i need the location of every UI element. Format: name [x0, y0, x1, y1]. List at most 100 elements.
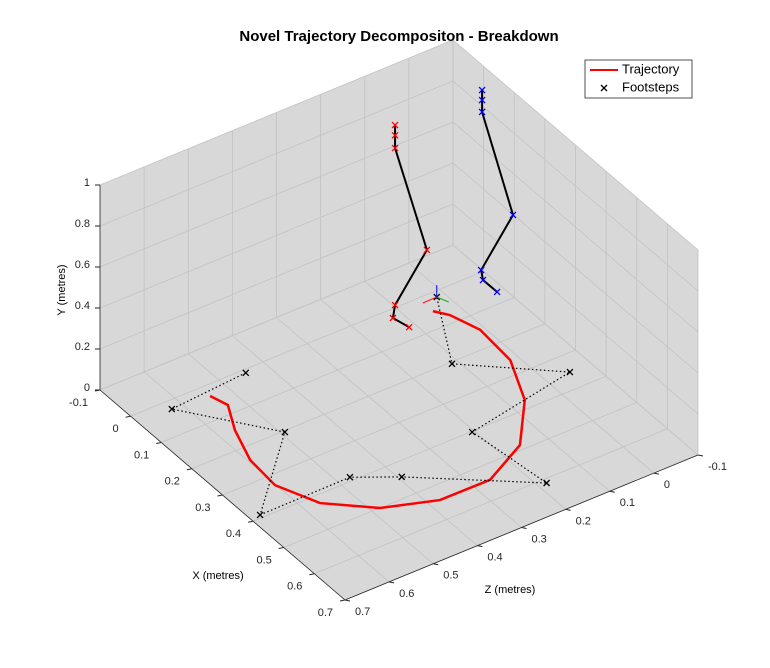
- x-tick-label: 0.5: [256, 554, 271, 566]
- marker: [391, 144, 399, 152]
- frame-axis: [436, 296, 449, 303]
- grid-line: [408, 262, 655, 474]
- marker-stroke: [391, 301, 399, 309]
- y-tick-label: 0.2: [75, 341, 90, 353]
- z-tick: [521, 527, 527, 529]
- x-tick: [339, 599, 346, 602]
- y-axis-label: Y (metres): [56, 264, 68, 315]
- x-axis: [99, 389, 346, 601]
- frame-axis: [422, 296, 437, 304]
- marker-stroke: [391, 144, 399, 152]
- grid-line: [320, 299, 566, 510]
- z-tick-label: 0.1: [620, 497, 635, 509]
- z-axis-label: Z (metres): [485, 584, 536, 596]
- legend-label: Footsteps: [622, 79, 680, 94]
- grid-line: [452, 121, 699, 333]
- x-tick: [217, 494, 223, 497]
- marker-stroke: [423, 246, 431, 254]
- z-tick: [344, 599, 351, 602]
- grid-line: [99, 162, 454, 309]
- marker: [477, 266, 485, 274]
- marker-stroke: [477, 266, 485, 274]
- marker: [391, 121, 399, 129]
- marker: [389, 314, 397, 322]
- grid-line: [452, 162, 699, 374]
- marker: [478, 108, 486, 116]
- marker-stroke: [543, 479, 551, 487]
- marker: [478, 86, 486, 94]
- z-tick: [609, 490, 615, 493]
- x-tick: [278, 547, 284, 549]
- marker-stroke: [478, 96, 486, 104]
- z-tick-label: 0.3: [532, 533, 547, 545]
- x-tick-label: 0.6: [287, 581, 302, 593]
- x-tick: [125, 415, 131, 418]
- marker-stroke: [389, 314, 397, 322]
- grid-line: [99, 203, 454, 350]
- grid-line: [452, 203, 699, 415]
- x-tick-label: 0.7: [318, 607, 333, 619]
- series-line: [209, 309, 527, 510]
- grid-line: [364, 280, 611, 492]
- marker: [543, 479, 551, 487]
- z-tick-label: 0.6: [399, 588, 414, 600]
- x-tick: [156, 442, 162, 444]
- marker-stroke: [391, 131, 399, 139]
- marker: [256, 511, 264, 519]
- z-tick: [477, 545, 483, 548]
- z-tick-label: 0.4: [487, 552, 502, 564]
- marker: [391, 301, 399, 309]
- x-tick-label: 0.1: [134, 449, 149, 461]
- marker: [281, 428, 289, 436]
- marker: [493, 288, 501, 296]
- grid-line: [232, 335, 478, 546]
- z-tick: [653, 472, 659, 475]
- grid-line: [187, 353, 434, 565]
- marker-stroke: [448, 360, 456, 368]
- marker: [566, 368, 574, 376]
- z-tick: [697, 454, 704, 457]
- marker-stroke: [281, 428, 289, 436]
- z-tick-label: 0.2: [576, 515, 591, 527]
- marker-stroke: [478, 108, 486, 116]
- marker-stroke: [493, 288, 501, 296]
- x-tick: [248, 520, 254, 523]
- z-tick-label: 0.5: [443, 570, 458, 582]
- legend-label: Trajectory: [622, 61, 680, 76]
- z-tick-label: 0.7: [355, 606, 370, 618]
- marker-stroke: [468, 428, 476, 436]
- marker: [423, 246, 431, 254]
- marker: [478, 96, 486, 104]
- grid-line: [452, 244, 699, 456]
- x-tick-label: 0.4: [226, 528, 241, 540]
- marker-stroke: [346, 473, 354, 481]
- legend-box: [584, 59, 693, 99]
- marker-stroke: [398, 473, 406, 481]
- x-tick-label: 0: [113, 423, 119, 435]
- y-tick-label: 1: [84, 177, 90, 189]
- marker: [168, 405, 176, 413]
- y-tick-label: 0: [84, 382, 90, 394]
- marker: [391, 131, 399, 139]
- grid-line: [276, 317, 522, 528]
- grid-line: [99, 244, 454, 391]
- marker-stroke: [256, 511, 264, 519]
- marker: [479, 276, 487, 284]
- z-axis: [344, 454, 699, 601]
- z-tick: [433, 563, 439, 566]
- marker-stroke: [391, 121, 399, 129]
- x-tick: [186, 468, 192, 471]
- y-tick-label: 0.8: [75, 218, 90, 230]
- chart-title: Novel Trajectory Decompositon - Breakdow…: [239, 28, 558, 45]
- marker: [509, 211, 517, 219]
- marker: [346, 473, 354, 481]
- marker-stroke: [168, 405, 176, 413]
- marker-stroke: [479, 276, 487, 284]
- x-tick-label: 0.2: [165, 476, 180, 488]
- legend: Trajectory Footsteps: [584, 59, 693, 99]
- x-tick-label: -0.1: [69, 397, 88, 409]
- y-tick-label: 0.4: [75, 300, 90, 312]
- marker: [448, 360, 456, 368]
